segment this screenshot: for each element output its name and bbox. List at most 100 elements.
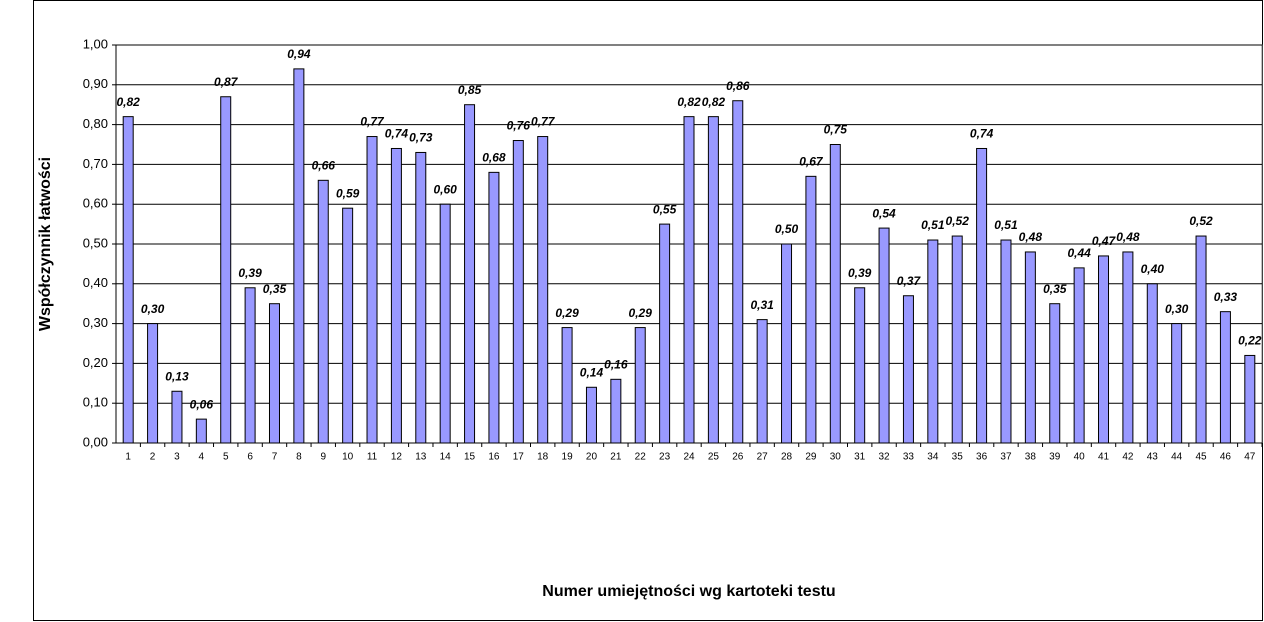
bar [439,203,451,444]
x-tick-label: 44 [1171,452,1183,463]
bar [220,96,232,444]
x-tick-label: 30 [830,452,842,463]
x-tick-label: 29 [805,452,817,463]
bar [732,100,744,444]
data-label: 0,06 [190,397,214,411]
x-tick-label: 9 [320,452,326,463]
data-label: 0,39 [238,266,262,280]
data-label: 0,55 [653,202,677,216]
data-label: 0,68 [482,151,506,165]
data-label: 0,48 [1019,230,1043,244]
data-label: 0,77 [360,115,385,129]
data-label: 0,33 [1214,290,1238,304]
x-tick-label: 28 [781,452,793,463]
bar [1098,255,1110,444]
bar [707,116,719,444]
bar [1073,267,1085,444]
data-label: 0,94 [287,47,311,61]
data-label: 0,54 [872,206,896,220]
data-label: 0,50 [775,222,799,236]
bar [366,136,378,444]
data-label: 0,16 [604,357,628,371]
bar [390,147,402,444]
bar [244,287,256,444]
data-label: 0,35 [263,282,287,296]
bar [512,140,524,444]
data-label: 0,30 [1165,302,1189,316]
data-label: 0,77 [531,115,556,129]
data-label: 0,52 [946,214,970,228]
data-label: 0,74 [970,127,994,141]
x-tick-label: 43 [1147,452,1159,463]
data-label: 0,51 [994,218,1018,232]
data-label: 0,31 [750,298,774,312]
bar [1049,303,1061,444]
y-tick-label: 0,80 [83,116,108,131]
x-tick-label: 46 [1220,452,1232,463]
x-tick-label: 38 [1025,452,1037,463]
data-label: 0,67 [799,155,824,169]
x-tick-label: 31 [854,452,866,463]
data-label: 0,75 [824,123,848,137]
x-tick-label: 35 [952,452,964,463]
data-label: 0,30 [141,302,165,316]
data-label: 0,35 [1043,282,1067,296]
x-tick-label: 4 [199,452,205,463]
data-label: 0,40 [1141,262,1165,276]
x-tick-label: 7 [272,452,278,463]
y-tick-label: 0,50 [83,235,108,250]
x-axis-title: Numer umiejętności wg kartoteki testu [542,583,835,600]
bar [1171,323,1183,444]
data-label: 0,29 [555,306,579,320]
bar [585,386,597,444]
bar [464,104,476,444]
bar [415,151,427,444]
bar [268,303,280,444]
bar [122,116,134,444]
x-tick-label: 19 [562,452,574,463]
bar [561,327,573,444]
bar [1024,251,1036,444]
data-label: 0,85 [458,83,482,97]
bar [683,116,695,444]
bar [805,175,817,444]
data-label: 0,51 [921,218,945,232]
x-tick-label: 8 [296,452,302,463]
bar [854,287,866,444]
x-tick-label: 2 [150,452,156,463]
x-tick-label: 32 [879,452,891,463]
data-label: 0,73 [409,131,433,145]
data-label: 0,47 [1092,234,1117,248]
y-tick-label: 0,90 [83,76,108,91]
bar [488,171,500,444]
y-tick-label: 0,70 [83,156,108,171]
bar [659,223,671,444]
bar [756,319,768,444]
x-tick-label: 22 [635,452,647,463]
bar [317,179,329,444]
data-label: 0,82 [117,95,141,109]
x-tick-label: 47 [1244,452,1256,463]
y-tick-label: 0,30 [83,315,108,330]
data-label: 0,59 [336,186,360,200]
x-tick-label: 25 [708,452,720,463]
data-label: 0,22 [1238,334,1262,348]
x-tick-label: 10 [342,452,354,463]
x-tick-label: 39 [1049,452,1061,463]
y-tick-label: 0,40 [83,275,108,290]
x-tick-label: 21 [610,452,622,463]
data-label: 0,66 [312,158,336,172]
data-label: 0,39 [848,266,872,280]
x-tick-label: 13 [415,452,427,463]
x-tick-label: 45 [1195,452,1207,463]
data-label: 0,74 [385,127,409,141]
x-tick-label: 3 [174,452,180,463]
x-tick-label: 36 [976,452,988,463]
x-tick-label: 37 [1000,452,1012,463]
data-label: 0,86 [726,79,750,93]
bar [829,144,841,444]
x-tick-label: 12 [391,452,403,463]
bar [976,147,988,444]
